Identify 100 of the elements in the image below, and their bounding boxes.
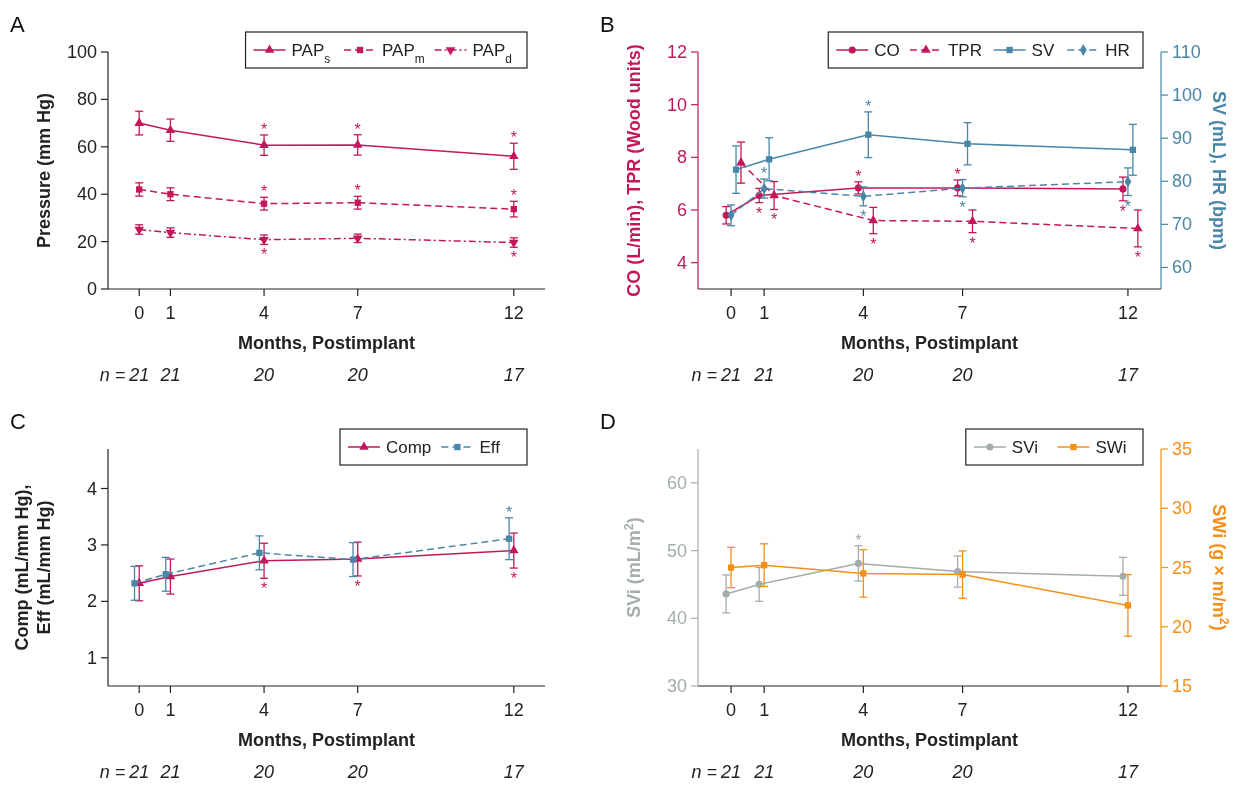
annotation: * (954, 165, 961, 183)
x-tick-label: 4 (858, 700, 869, 720)
chart-title: B (600, 12, 615, 37)
x-tick-label: 4 (858, 303, 869, 323)
x-tick-label: 12 (1117, 700, 1138, 720)
x-tick-label: 1 (165, 700, 176, 720)
y-tick-label: 80 (76, 89, 97, 110)
point (1119, 572, 1127, 580)
x-tick-label: 7 (957, 700, 968, 720)
y-tick-label: 60 (76, 136, 97, 157)
point (1124, 602, 1132, 609)
legend-label: SV (1031, 41, 1055, 60)
y2-tick-label: 100 (1172, 85, 1203, 106)
point (1129, 146, 1137, 153)
legend-label: PAP$_{m}$ (382, 41, 425, 66)
annotation: * (510, 570, 517, 588)
x-tick-label: 7 (352, 700, 363, 720)
annotation: * (770, 211, 778, 229)
point (967, 215, 978, 225)
y2-tick-label: 110 (1172, 42, 1201, 62)
y2-tick-label: 30 (1172, 498, 1193, 519)
point (349, 556, 357, 563)
y-tick-label: 2 (86, 591, 97, 612)
x-tick-label: 4 (259, 700, 270, 720)
point (134, 117, 145, 126)
annotation: * (354, 120, 361, 138)
x-tick-label: 12 (503, 700, 524, 720)
y2-tick-label: 35 (1172, 439, 1193, 459)
legend-label: Comp (385, 438, 432, 457)
chart-title: A (10, 12, 25, 37)
y2-axis-title: SV (mL), HR (bpm) (1209, 91, 1229, 250)
annotation: * (870, 235, 877, 253)
x-tick-label: 12 (1117, 303, 1138, 323)
point (755, 580, 763, 588)
annotation: * (260, 580, 268, 598)
y2-tick-label: 25 (1172, 557, 1193, 578)
point (854, 559, 862, 567)
y2-tick-label: 90 (1172, 128, 1193, 149)
y-tick-label: 20 (76, 231, 97, 252)
x-tick-label: 12 (503, 303, 524, 323)
point (860, 570, 867, 577)
annotation: * (354, 182, 361, 200)
x-axis-title: Months, Postimplant (238, 333, 415, 353)
legend-label: TPR (947, 41, 982, 60)
point (352, 139, 363, 148)
x-tick-label: 1 (165, 303, 176, 323)
point (136, 186, 143, 193)
legend-label: HR (1105, 41, 1130, 60)
x-tick-label: 0 (726, 303, 737, 323)
point (165, 124, 176, 133)
point (868, 214, 879, 224)
legend-label: CO (874, 41, 900, 60)
point (167, 191, 174, 198)
point (964, 140, 971, 147)
annotation: * (260, 246, 268, 264)
annotation: * (855, 531, 862, 549)
annotation: * (865, 97, 872, 115)
point (760, 561, 768, 569)
point (508, 150, 519, 160)
point (722, 590, 730, 598)
y2-tick-label: 60 (1172, 257, 1193, 278)
y-tick-label: 30 (666, 676, 687, 696)
point (765, 156, 773, 163)
y-tick-label: 6 (676, 200, 687, 220)
annotation: * (354, 577, 361, 595)
text: n = 21 21 20 20 17 (691, 762, 1138, 782)
annotation: * (969, 234, 976, 252)
point (256, 549, 263, 556)
annotation: * (756, 204, 763, 222)
y-tick-label: 0 (86, 279, 97, 299)
x-tick-label: 0 (726, 700, 737, 720)
chart-title: D (600, 409, 616, 434)
annotation: * (505, 503, 513, 521)
point (727, 564, 735, 571)
text: n = 21 21 20 20 17 (99, 365, 524, 385)
y-axis-title: Comp (mL/mm Hg), Eff (mL/mm Hg) (12, 484, 54, 651)
annotation: * (855, 167, 862, 185)
annotation: * (510, 129, 517, 147)
x-tick-label: 0 (134, 303, 145, 323)
annotation: * (761, 165, 768, 183)
legend-label: SWi (1095, 438, 1127, 457)
y-axis-title: CO (L/min), TPR (Wood units) (624, 44, 644, 297)
point (259, 555, 269, 564)
point (131, 580, 138, 587)
y-tick-label: 40 (76, 184, 97, 205)
y-axis-title: Pressure (mm Hg) (34, 92, 54, 249)
x-tick-label: 0 (134, 700, 145, 720)
annotation: * (860, 207, 867, 225)
y-tick-label: 100 (66, 42, 97, 62)
legend-label: Eff (479, 438, 501, 457)
y2-tick-label: 20 (1172, 616, 1193, 637)
x-tick-label: 4 (259, 303, 270, 323)
x-tick-label: 7 (352, 303, 363, 323)
point (260, 200, 268, 207)
x-axis-title: Months, Postimplant (841, 730, 1018, 750)
annotation: * (959, 198, 966, 216)
point (736, 157, 746, 166)
y-tick-label: 4 (676, 252, 687, 273)
annotation: * (510, 187, 517, 205)
point (865, 131, 872, 138)
